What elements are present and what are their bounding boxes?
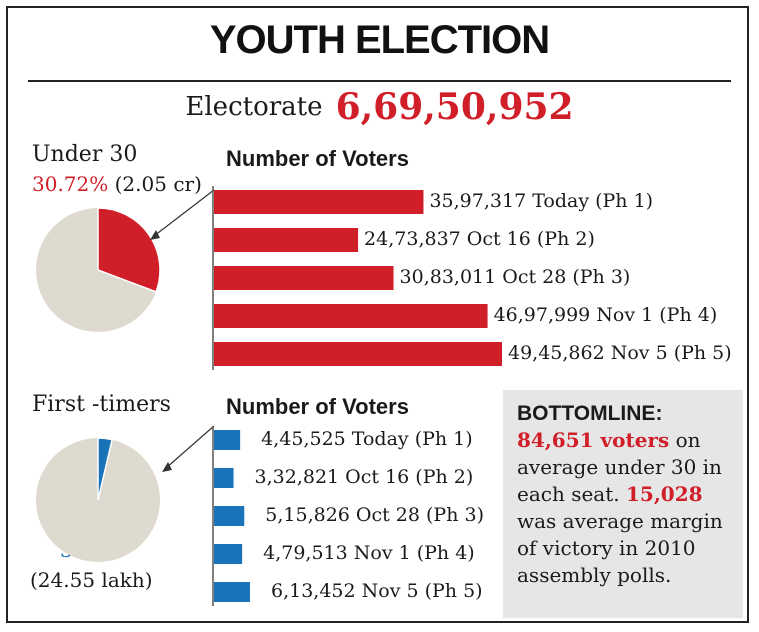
under30-leader-arrowhead — [150, 230, 160, 240]
under30-voters-bar — [214, 266, 394, 290]
first-timers-voters-bar — [214, 468, 234, 488]
first-timers-voters-bar — [214, 544, 243, 564]
first-timers-voters-bar-label: 5,15,826 Oct 28 (Ph 3) — [265, 504, 484, 526]
first-timers-voters-bar-label: 3,32,821 Oct 16 (Ph 2) — [254, 466, 474, 488]
first-timers-voters-bar — [214, 582, 250, 602]
bottomline-margin: 15,028 — [625, 482, 703, 506]
title-divider — [28, 80, 731, 82]
first-timers-voters-bar-label: 4,45,525 Today (Ph 1) — [261, 428, 473, 450]
under30-voters-bar — [214, 342, 502, 366]
under30-subtitle: 30.72% (2.05 cr) — [32, 172, 202, 196]
under30-voters-bar-label: 35,97,317 Today (Ph 1) — [429, 190, 654, 212]
under30-voters-bar-label: 46,97,999 Nov 1 (Ph 4) — [493, 304, 718, 326]
bottomline-text: BOTTOMLINE: 84,651 voters on average und… — [517, 400, 737, 589]
first-timers-title: First -timers — [32, 392, 171, 417]
electorate-label: Electorate — [185, 92, 323, 122]
first-timers-leader-arrowhead — [162, 462, 172, 472]
under30-pie-slice — [97, 207, 161, 293]
bottomline-text-2: was average margin of victory in 2010 as… — [517, 509, 723, 587]
under30-voters-bar-label: 30,83,011 Oct 28 (Ph 3) — [399, 266, 631, 288]
under30-title: Under 30 — [32, 142, 138, 167]
bottomline-box — [503, 390, 743, 618]
first-timers-leader-line — [165, 425, 215, 469]
first-timers-voters-bar — [214, 430, 241, 450]
bottomline-voters: 84,651 voters — [517, 428, 670, 452]
first-timers-pie-slice — [97, 437, 114, 501]
first-timers-voters-bar — [214, 506, 245, 526]
under30-count: (2.05 cr) — [114, 172, 202, 196]
top-bar-chart-title: Number of Voters — [226, 146, 409, 171]
under30-voters-bar-label: 24,73,837 Oct 16 (Ph 2) — [364, 228, 595, 250]
under30-voters-bar — [214, 304, 488, 328]
first-timers-voters-bar-label: 4,79,513 Nov 1 (Ph 4) — [263, 542, 475, 564]
bottomline-title: BOTTOMLINE: — [517, 402, 663, 425]
under30-voters-bar — [214, 228, 359, 252]
under30-voters-bar-label: 49,45,862 Nov 5 (Ph 5) — [508, 342, 732, 364]
under30-leader-line — [153, 189, 215, 237]
infographic-frame — [6, 6, 749, 623]
under30-voters-bar — [214, 190, 424, 214]
electorate-value: 6,69,50,952 — [335, 86, 574, 128]
page-title: YOUTH ELECTION — [209, 18, 550, 62]
first-timers-count: (24.55 lakh) — [30, 568, 153, 592]
bottom-bar-chart-title: Number of Voters — [226, 394, 409, 419]
electorate-line: Electorate 6,69,50,952 — [0, 86, 759, 128]
under30-percent: 30.72% — [32, 172, 109, 196]
bottomline-text-1: on average under 30 in each seat. — [517, 428, 722, 506]
first-timers-voters-bar-label: 6,13,452 Nov 5 (Ph 5) — [271, 580, 483, 602]
